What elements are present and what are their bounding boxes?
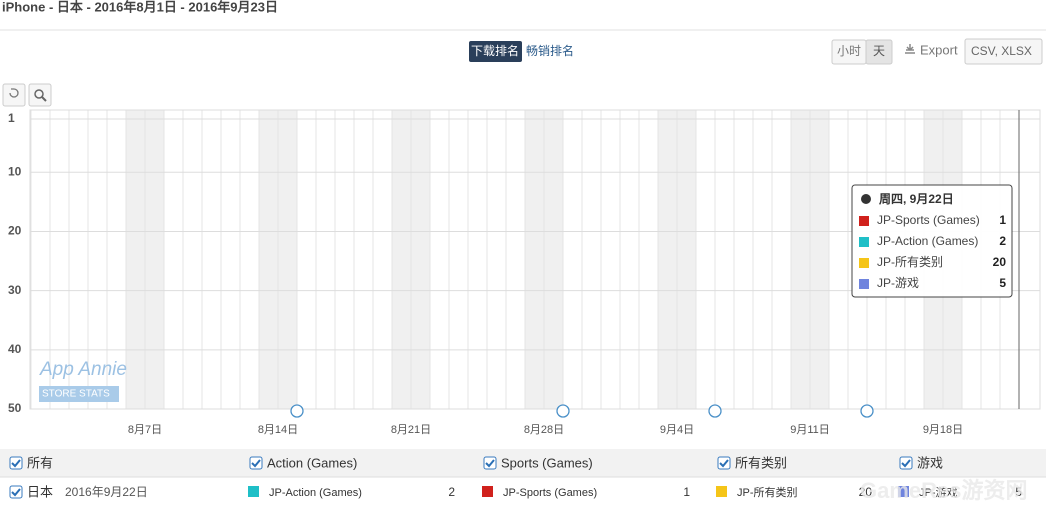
checkbox-tick <box>719 459 729 468</box>
legend-header: Action (Games) <box>267 455 357 470</box>
tooltip-series-name: JP-Sports (Games) <box>877 213 980 227</box>
tooltip-globe <box>861 194 871 204</box>
legend-date: 2016年9月22日 <box>65 485 148 499</box>
tooltip-series-name: JP-游戏 <box>877 276 919 290</box>
legend-series-name: JP-Action (Games) <box>269 487 362 499</box>
tooltip-swatch <box>859 237 869 247</box>
legend-country: 日本 <box>27 484 53 499</box>
tooltip-swatch <box>859 258 869 268</box>
legend-header-row <box>0 449 1046 477</box>
x-tick-label: 8月7日 <box>128 424 162 436</box>
legend-series-value: 5 <box>1015 485 1022 499</box>
annotation-bubble <box>860 404 874 418</box>
zoom-icon <box>34 89 44 99</box>
zoom-icon-handle <box>41 96 47 102</box>
checkbox-tick <box>901 459 911 468</box>
tooltip-swatch <box>859 216 869 226</box>
export-icon <box>905 44 915 54</box>
annotation-bubble <box>556 404 570 418</box>
x-tick-label: 9月11日 <box>790 424 830 436</box>
tab-grossing-label[interactable]: 畅销排名 <box>526 43 574 58</box>
legend-header: 所有类别 <box>735 455 787 470</box>
checkbox-tick <box>11 488 21 497</box>
tooltip-value: 1 <box>999 213 1006 227</box>
watermark-logo: App Annie <box>39 359 127 380</box>
legend-series-name: JP-游戏 <box>919 486 958 499</box>
y-tick-label: 50 <box>8 401 22 415</box>
y-tick-label: 10 <box>8 164 22 178</box>
checkbox[interactable] <box>9 485 23 499</box>
tab-downloads-label[interactable]: 下载排名 <box>471 43 519 58</box>
legend-header: 游戏 <box>917 455 943 470</box>
x-tick-label: 8月14日 <box>258 424 298 436</box>
tooltip-rows: JP-Sports (Games) 1 JP-Action (Games) 2 JP-所… <box>859 213 1006 290</box>
legend-header: 所有 <box>27 455 53 470</box>
y-tick-label: 30 <box>8 283 22 297</box>
button-formats[interactable] <box>964 38 1043 65</box>
y-tick-label: 40 <box>8 342 22 356</box>
checkbox[interactable] <box>249 456 263 470</box>
legend-series-name: JP-Sports (Games) <box>503 487 597 499</box>
legend-header: Sports (Games) <box>501 455 593 470</box>
checkbox[interactable] <box>717 456 731 470</box>
tooltip-series-name: JP-Action (Games) <box>877 234 978 248</box>
export-label[interactable]: Export <box>920 42 958 57</box>
checkbox-tick <box>11 459 21 468</box>
tooltip-series-name: JP-所有类别 <box>877 255 943 269</box>
x-tick-label: 8月28日 <box>524 424 564 436</box>
legend-swatch <box>482 486 493 497</box>
checkbox-tick <box>485 459 495 468</box>
legend-series-value: 20 <box>859 485 873 499</box>
zoom-button[interactable] <box>28 83 52 107</box>
checkbox[interactable] <box>9 456 23 470</box>
x-tick-label: 9月18日 <box>923 424 963 436</box>
y-tick-label: 1 <box>8 111 15 125</box>
checkbox[interactable] <box>899 456 913 470</box>
annotation-bubble <box>290 404 304 418</box>
tab-downloads[interactable] <box>469 41 522 62</box>
tooltip-value: 2 <box>999 234 1006 248</box>
checkbox-tick <box>251 459 261 468</box>
footer-watermark: GameRes游资网 <box>860 478 1028 503</box>
button-formats-label[interactable]: CSV, XLSX <box>971 44 1032 58</box>
tooltip <box>851 184 1013 298</box>
button-hour-label[interactable]: 小时 <box>837 44 861 58</box>
tooltip-value: 20 <box>993 255 1007 269</box>
y-tick-label: 20 <box>8 224 22 238</box>
annotation-bubble <box>708 404 722 418</box>
tooltip-title: 周四, 9月22日 <box>879 192 954 206</box>
legend-swatch <box>716 486 727 497</box>
legend-series-value: 2 <box>448 485 455 499</box>
x-tick-label: 8月21日 <box>391 424 431 436</box>
button-day[interactable] <box>865 39 893 65</box>
annotation-markers <box>290 404 874 418</box>
legend-series-name: JP-所有类别 <box>737 485 798 499</box>
checkbox[interactable] <box>483 456 497 470</box>
page-title: iPhone - 日本 - 2016年8月1日 - 2016年9月23日 <box>2 0 278 14</box>
legend-swatch <box>898 486 909 497</box>
reset-button[interactable] <box>2 83 26 107</box>
reset-icon <box>9 88 19 98</box>
button-day-label[interactable]: 天 <box>873 44 885 58</box>
watermark-sub: STORE STATS <box>42 389 110 400</box>
legend-series-value: 1 <box>683 485 690 499</box>
legend-swatch <box>248 486 259 497</box>
watermark-badge <box>39 386 119 402</box>
tooltip-value: 5 <box>999 276 1006 290</box>
x-tick-label: 9月4日 <box>660 424 694 436</box>
tooltip-swatch <box>859 279 869 289</box>
